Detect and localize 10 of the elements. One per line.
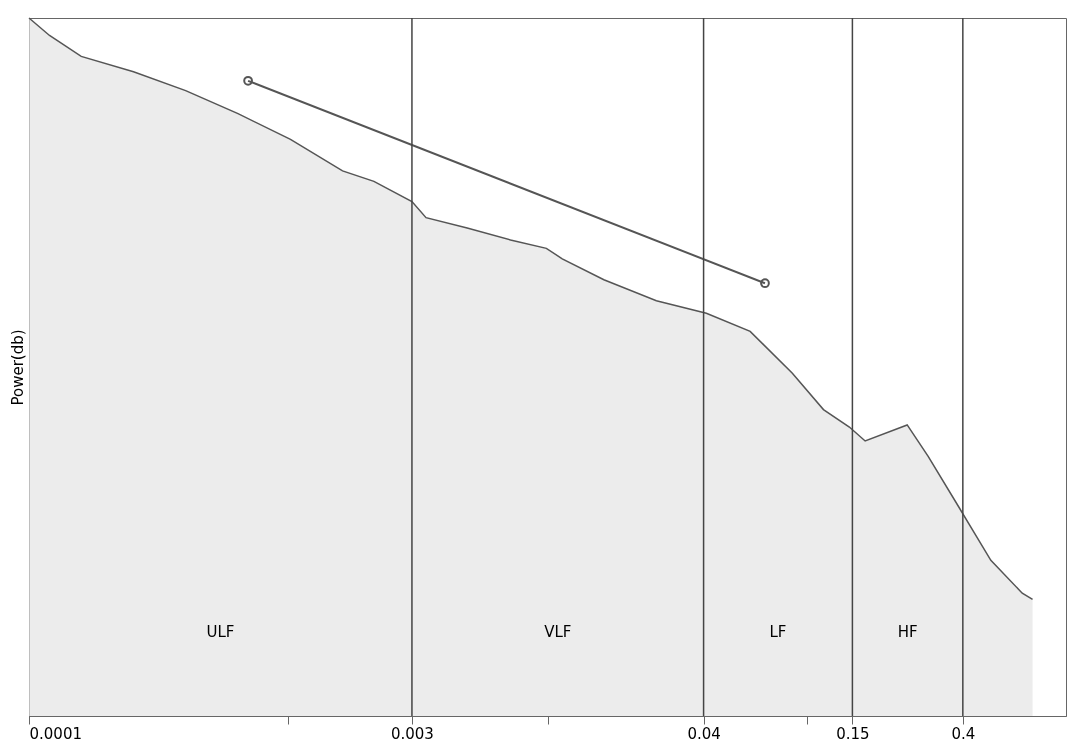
x-tick-label: 0.4 (951, 724, 976, 743)
annotation: ULF (206, 623, 235, 642)
x-tick-label: 0.0001 (29, 724, 82, 743)
x-tick-label: 0.04 (687, 724, 721, 743)
annotation: LF (769, 623, 787, 642)
x-tick-label: 0.003 (390, 724, 434, 743)
annotation: VLF (544, 623, 572, 642)
y-axis-title: Power(db) (8, 329, 27, 406)
x-tick-label: 0.15 (836, 724, 870, 743)
annotation: HF (897, 623, 918, 642)
